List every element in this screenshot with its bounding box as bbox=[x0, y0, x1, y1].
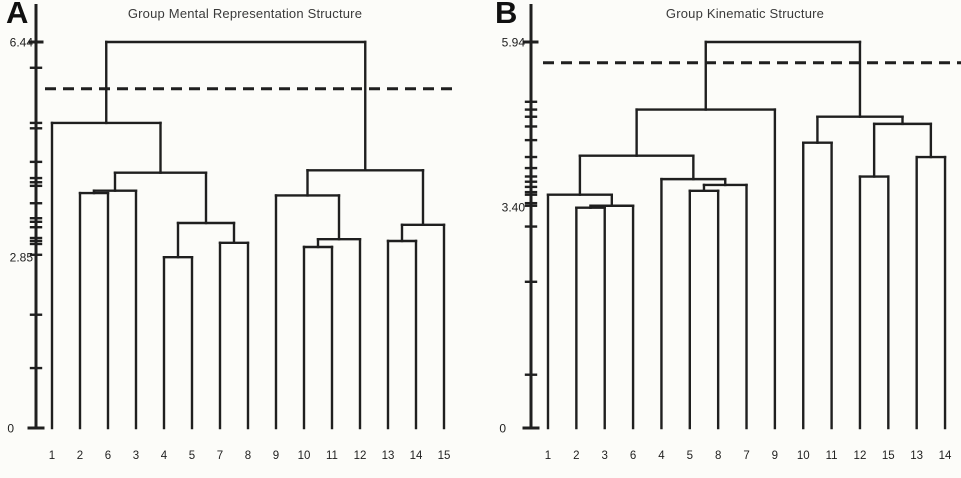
axis-value-label: 6.44 bbox=[10, 36, 34, 50]
axis-value-label: 0 bbox=[499, 422, 506, 436]
leaf-label: 2 bbox=[77, 450, 83, 462]
leaf-label: 5 bbox=[189, 450, 195, 462]
leaf-label: 8 bbox=[715, 450, 721, 462]
leaf-label: 15 bbox=[882, 450, 895, 462]
leaf-label: 3 bbox=[602, 450, 608, 462]
leaf-label: 8 bbox=[245, 450, 251, 462]
panel-b-title: Group Kinematic Structure bbox=[665, 6, 825, 21]
panel-b: B Group Kinematic Structure 5.94 3.40 0 1 2 3… bbox=[480, 0, 961, 478]
leaf-label: 1 bbox=[49, 450, 55, 462]
leaf-label: 12 bbox=[854, 450, 867, 462]
axis-value-label: 5.94 bbox=[502, 36, 526, 50]
leaf-label: 1 bbox=[545, 450, 551, 462]
panel-a-letter: A bbox=[6, 0, 29, 30]
leaf-label: 3 bbox=[133, 450, 139, 462]
leaf-label: 7 bbox=[217, 450, 223, 462]
leaf-label: 12 bbox=[354, 450, 367, 462]
leaf-label: 4 bbox=[161, 450, 168, 462]
axis-value-label: 3.40 bbox=[502, 201, 526, 215]
leaf-label: 6 bbox=[105, 450, 111, 462]
leaf-label: 5 bbox=[687, 450, 693, 462]
leaf-label: 11 bbox=[826, 450, 838, 462]
panel-a-title: Group Mental Representation Structure bbox=[127, 6, 363, 21]
leaf-label: 2 bbox=[573, 450, 579, 462]
leaf-label: 13 bbox=[382, 450, 395, 462]
leaf-label: 4 bbox=[658, 450, 665, 462]
axis-value-label: 2.85 bbox=[10, 251, 34, 265]
leaf-label: 10 bbox=[298, 450, 311, 462]
leaf-label: 7 bbox=[743, 450, 749, 462]
leaf-label: 13 bbox=[910, 450, 923, 462]
leaf-label: 10 bbox=[797, 450, 810, 462]
leaf-label: 9 bbox=[772, 450, 778, 462]
axis-value-label: 0 bbox=[7, 422, 14, 436]
panel-a: A Group Mental Representation Structure … bbox=[0, 0, 480, 478]
leaf-label: 11 bbox=[326, 450, 338, 462]
leaf-label: 15 bbox=[438, 450, 451, 462]
panel-b-letter: B bbox=[495, 0, 518, 30]
leaf-label: 14 bbox=[939, 450, 952, 462]
leaf-label: 6 bbox=[630, 450, 636, 462]
leaf-label: 9 bbox=[273, 450, 279, 462]
leaf-label: 14 bbox=[410, 450, 423, 462]
